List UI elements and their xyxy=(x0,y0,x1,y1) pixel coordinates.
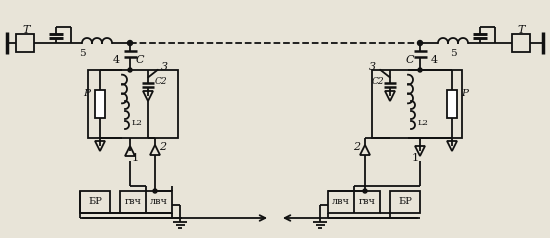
Bar xyxy=(328,191,380,213)
Circle shape xyxy=(128,68,132,72)
Bar xyxy=(372,70,462,138)
Bar xyxy=(390,191,420,213)
Text: Т: Т xyxy=(518,25,525,35)
Text: 5: 5 xyxy=(79,50,85,59)
Text: С: С xyxy=(136,55,144,65)
Text: L2: L2 xyxy=(132,119,143,127)
Text: 5: 5 xyxy=(450,50,456,59)
Text: гвч: гвч xyxy=(359,198,376,207)
Circle shape xyxy=(153,189,157,193)
Text: 3: 3 xyxy=(369,62,376,72)
Text: 2: 2 xyxy=(160,142,167,152)
Bar xyxy=(120,191,172,213)
Text: лвч: лвч xyxy=(150,198,168,207)
Text: БР: БР xyxy=(88,198,102,207)
Circle shape xyxy=(418,68,422,72)
Text: С2: С2 xyxy=(372,76,384,85)
Text: 2: 2 xyxy=(354,142,361,152)
Text: С2: С2 xyxy=(155,76,168,85)
Circle shape xyxy=(128,40,133,45)
Text: С: С xyxy=(406,55,414,65)
Bar xyxy=(88,70,178,138)
Circle shape xyxy=(417,40,422,45)
Bar xyxy=(95,90,105,118)
Text: 1: 1 xyxy=(411,153,419,163)
Bar xyxy=(512,34,530,52)
Text: L2: L2 xyxy=(418,119,429,127)
Text: гвч: гвч xyxy=(124,198,141,207)
Text: 4: 4 xyxy=(431,55,438,65)
Bar xyxy=(80,191,110,213)
Circle shape xyxy=(363,189,367,193)
Bar xyxy=(447,90,457,118)
Text: 4: 4 xyxy=(112,55,119,65)
Text: 3: 3 xyxy=(161,62,168,72)
Text: Т: Т xyxy=(23,25,30,35)
Text: Р: Р xyxy=(461,89,469,99)
Text: лвч: лвч xyxy=(332,198,350,207)
Text: Р: Р xyxy=(84,89,91,99)
Text: БР: БР xyxy=(398,198,412,207)
Text: 1: 1 xyxy=(131,153,139,163)
Bar xyxy=(16,34,34,52)
